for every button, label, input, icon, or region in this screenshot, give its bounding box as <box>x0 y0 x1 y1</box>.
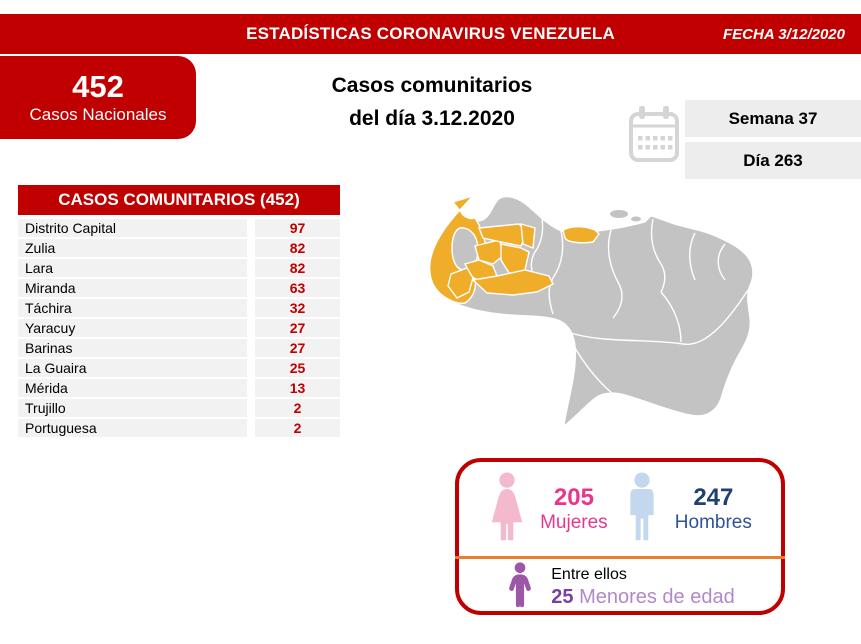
table-row: Trujillo 2 <box>18 399 340 417</box>
table-row: Yaracuy 27 <box>18 319 340 337</box>
venezuela-map <box>415 186 861 450</box>
community-cases-table: CASOS COMUNITARIOS (452) Distrito Capita… <box>18 185 340 439</box>
state-cases: 25 <box>255 359 340 377</box>
table-row: Lara 82 <box>18 259 340 277</box>
page-title-line1: Casos comunitarios <box>331 74 533 97</box>
column-gap <box>247 359 255 377</box>
state-cases: 32 <box>255 299 340 317</box>
cases-table-body: Distrito Capital 97 Zulia 82 Lara 82 <box>18 219 340 437</box>
minors-row: Entre ellos 25 Menores de edad <box>459 559 781 615</box>
week-badge: Semana 37 <box>685 100 861 137</box>
men-label: Hombres <box>674 511 752 533</box>
men-count: 247 <box>693 484 734 512</box>
state-cases: 63 <box>255 279 340 297</box>
table-row: Miranda 63 <box>18 279 340 297</box>
state-name: Táchira <box>18 299 247 317</box>
orange-divider <box>455 556 785 559</box>
state-cases: 2 <box>255 399 340 417</box>
state-cases: 97 <box>255 219 340 237</box>
banner-date: FECHA 3/12/2020 <box>722 25 845 43</box>
map-state-borders <box>530 212 749 395</box>
national-cases-value: 452 <box>72 69 124 105</box>
column-gap <box>247 399 255 417</box>
state-cases: 82 <box>255 239 340 257</box>
map-highlighted-states <box>428 194 600 304</box>
state-cases: 27 <box>255 339 340 357</box>
column-gap <box>247 379 255 397</box>
state-name: Lara <box>18 259 247 277</box>
table-row: Mérida 13 <box>18 379 340 397</box>
state-cases: 2 <box>255 419 340 437</box>
column-gap <box>247 259 255 277</box>
table-row: Táchira 32 <box>18 299 340 317</box>
demographics-panel: 205 Mujeres 247 Hombres <box>455 458 785 615</box>
minors-intro: Entre ellos <box>551 566 627 584</box>
calendar-icon <box>628 104 680 171</box>
minors-label: Menores de edad <box>579 585 735 608</box>
page-title-line2: del día 3.12.2020 <box>349 106 515 130</box>
map-islands <box>610 210 641 222</box>
state-name: Trujillo <box>18 399 247 417</box>
national-cases-label: Casos Nacionales <box>29 104 167 124</box>
column-gap <box>247 219 255 237</box>
table-row: La Guaira 25 <box>18 359 340 377</box>
state-name: Yaracuy <box>18 319 247 337</box>
women-label: Mujeres <box>540 511 608 533</box>
state-name: Miranda <box>18 279 247 297</box>
national-cases-card: 452 Casos Nacionales <box>0 56 196 139</box>
table-row: Distrito Capital 97 <box>18 219 340 237</box>
state-name: Barinas <box>18 339 247 357</box>
column-gap <box>247 419 255 437</box>
column-gap <box>247 319 255 337</box>
state-name: La Guaira <box>18 359 247 377</box>
state-name: Portuguesa <box>18 419 247 437</box>
day-badge: Día 263 <box>685 142 861 179</box>
table-header: CASOS COMUNITARIOS (452) <box>18 185 340 215</box>
column-gap <box>247 239 255 257</box>
women-group: 205 Mujeres <box>488 471 608 547</box>
column-gap <box>247 279 255 297</box>
state-name: Mérida <box>18 379 247 397</box>
woman-icon <box>488 471 526 547</box>
state-cases: 27 <box>255 319 340 337</box>
column-gap <box>247 299 255 317</box>
minors-line: 25 Menores de edad <box>551 585 734 609</box>
men-group: 247 Hombres <box>623 471 752 547</box>
table-row: Portuguesa 2 <box>18 419 340 437</box>
state-name: Zulia <box>18 239 247 257</box>
top-banner: ESTADÍSTICAS CORONAVIRUS VENEZUELA FECHA… <box>0 14 861 54</box>
child-icon <box>505 561 535 613</box>
women-count: 205 <box>553 484 594 512</box>
table-row: Zulia 82 <box>18 239 340 257</box>
man-icon <box>623 471 661 547</box>
page-title: Casos comunitarios del día 3.12.2020 <box>272 70 592 135</box>
state-cases: 82 <box>255 259 340 277</box>
minors-count: 25 <box>551 585 574 608</box>
gender-row: 205 Mujeres 247 Hombres <box>459 462 781 556</box>
state-name: Distrito Capital <box>18 219 247 237</box>
state-cases: 13 <box>255 379 340 397</box>
column-gap <box>247 339 255 357</box>
banner-title: ESTADÍSTICAS CORONAVIRUS VENEZUELA <box>246 24 615 43</box>
table-row: Barinas 27 <box>18 339 340 357</box>
